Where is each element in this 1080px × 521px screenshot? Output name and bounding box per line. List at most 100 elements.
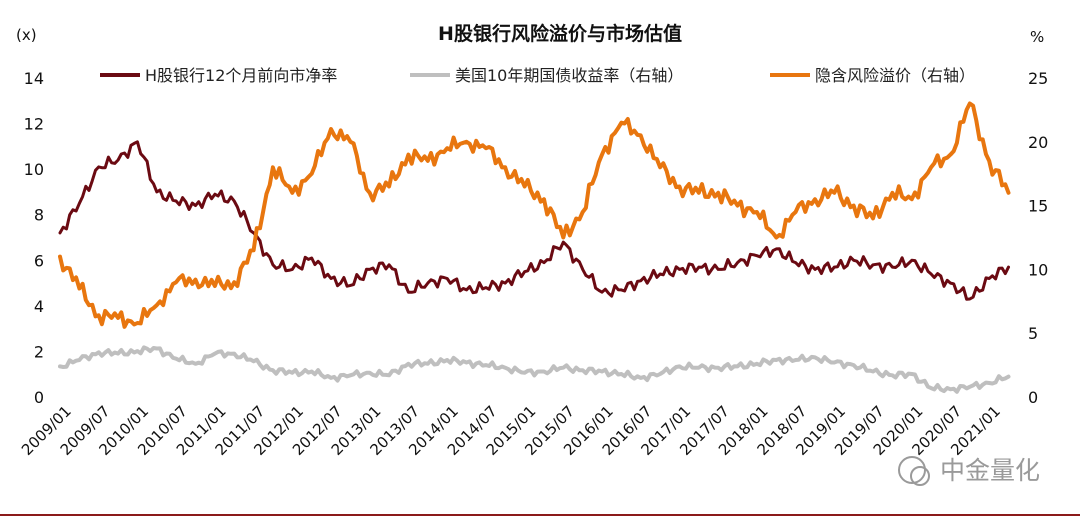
series-2-point-35 [736, 204, 739, 207]
series-2-point-39 [814, 198, 816, 200]
series-2-point-42 [872, 217, 874, 220]
legend-label-ust10y: 美国10年期国债收益率（右轴） [455, 66, 683, 85]
left-axis-ticks: 0 2 4 6 8 10 12 14 [24, 69, 44, 407]
series-0-point-11 [272, 264, 274, 266]
series-0-point-49 [1007, 266, 1010, 268]
series-0-point-39 [814, 268, 816, 271]
y-right-tick-4: 20 [1028, 133, 1048, 152]
series-2-point-25 [543, 198, 545, 200]
series-0-point-28 [601, 291, 603, 294]
series-1-point-42 [872, 370, 874, 373]
watermark-text: 中金量化 [940, 456, 1040, 485]
series-1-point-39 [814, 356, 816, 359]
series-1-point-43 [891, 374, 894, 377]
series-2-point-23 [504, 166, 507, 169]
series-1-point-13 [310, 370, 313, 373]
chart-title: H股银行风险溢价与市场估值 [438, 22, 682, 45]
series-2-point-49 [1007, 192, 1010, 194]
series-1-point-26 [562, 366, 565, 369]
series-1-point-14 [330, 377, 332, 379]
series-2-point-34 [717, 192, 719, 194]
series-1-point-37 [775, 359, 778, 361]
series-2-point-36 [756, 211, 758, 213]
series-1-point-0 [59, 365, 61, 368]
series-1-point-30 [639, 377, 642, 379]
wechat-icon [898, 456, 926, 484]
series-0-point-45 [930, 273, 932, 275]
series-1-point-11 [272, 369, 274, 372]
series-2-point-3 [117, 317, 119, 319]
series-2-point-24 [523, 185, 526, 188]
y-left-tick-0: 0 [34, 388, 44, 407]
series-2-point-37 [775, 236, 778, 239]
series-2-point-28 [601, 153, 603, 156]
series-1-point-2 [97, 351, 100, 354]
series-0-point-47 [969, 298, 971, 300]
series-2-point-16 [368, 192, 371, 194]
series-1-point-8 [214, 352, 216, 355]
series-0-point-38 [794, 261, 797, 264]
series-0-point-30 [639, 280, 642, 282]
series-2-point-31 [659, 166, 661, 169]
series-2-point-2 [97, 314, 100, 317]
series-1-point-12 [291, 372, 294, 374]
series-0-point-48 [988, 277, 990, 280]
series-0-point-10 [252, 232, 255, 234]
series-1-point-6 [175, 357, 177, 360]
series-2-point-18 [407, 153, 410, 156]
series-0-point-43 [891, 266, 894, 268]
series-0-point-33 [698, 266, 700, 268]
series-0-point-34 [717, 268, 719, 271]
series-2-point-33 [698, 192, 700, 194]
series-2-point-6 [175, 281, 177, 284]
series-2-point-9 [233, 281, 235, 284]
series-2-point-46 [949, 153, 952, 156]
series-2-point-17 [388, 185, 390, 188]
series-1-point-23 [504, 366, 507, 369]
series-1-point-5 [156, 347, 158, 350]
series-2-point-26 [562, 236, 565, 239]
series-1-point-16 [368, 372, 371, 374]
series-1-point-21 [465, 361, 468, 364]
watermark: 中金量化 [898, 456, 1040, 486]
legend-label-pb: H股银行12个月前向市净率 [145, 66, 337, 85]
series-2-point-0 [59, 255, 61, 258]
series-1-point-44 [911, 373, 913, 375]
series-0-point-37 [775, 248, 778, 250]
series-2-point-45 [930, 166, 932, 169]
series-0-point-29 [620, 289, 623, 291]
series-1-point-18 [407, 363, 410, 365]
series-1-point-29 [620, 373, 623, 375]
series-2-point-20 [446, 147, 449, 149]
y-right-tick-0: 0 [1028, 388, 1038, 407]
series-1-point-15 [349, 374, 352, 377]
series-2-point-19 [427, 160, 429, 162]
x-axis-ticks: 2009/012009/072010/012010/072011/012011/… [18, 402, 1004, 459]
y-right-tick-5: 25 [1028, 69, 1048, 88]
series-0-point-9 [233, 200, 235, 202]
series-1-point-38 [794, 359, 797, 361]
series-2-point-48 [988, 160, 990, 162]
right-axis-ticks: 0 5 10 15 20 25 [1028, 69, 1048, 407]
series-0-point-20 [446, 277, 449, 280]
series-2-point-15 [349, 141, 352, 143]
series-2-point-4 [136, 322, 139, 324]
series-0-point-40 [833, 266, 836, 268]
series-1-point-31 [659, 373, 661, 375]
series-1-point-34 [717, 366, 719, 369]
series-1-point-45 [930, 387, 932, 389]
series-0-point-8 [214, 193, 216, 195]
y-left-tick-4: 8 [34, 206, 44, 225]
series-1-point-24 [523, 372, 526, 374]
series-0-point-46 [949, 282, 952, 284]
series-1-point-25 [543, 370, 545, 373]
series-0-point-18 [407, 291, 410, 294]
series-2-point-22 [485, 147, 487, 149]
series-1-point-47 [969, 386, 971, 388]
series-line-2 [58, 101, 1011, 329]
y-left-tick-2: 4 [34, 297, 44, 316]
series-1-point-20 [446, 359, 449, 361]
series-1-point-1 [78, 359, 81, 361]
series-2-point-43 [891, 192, 894, 194]
